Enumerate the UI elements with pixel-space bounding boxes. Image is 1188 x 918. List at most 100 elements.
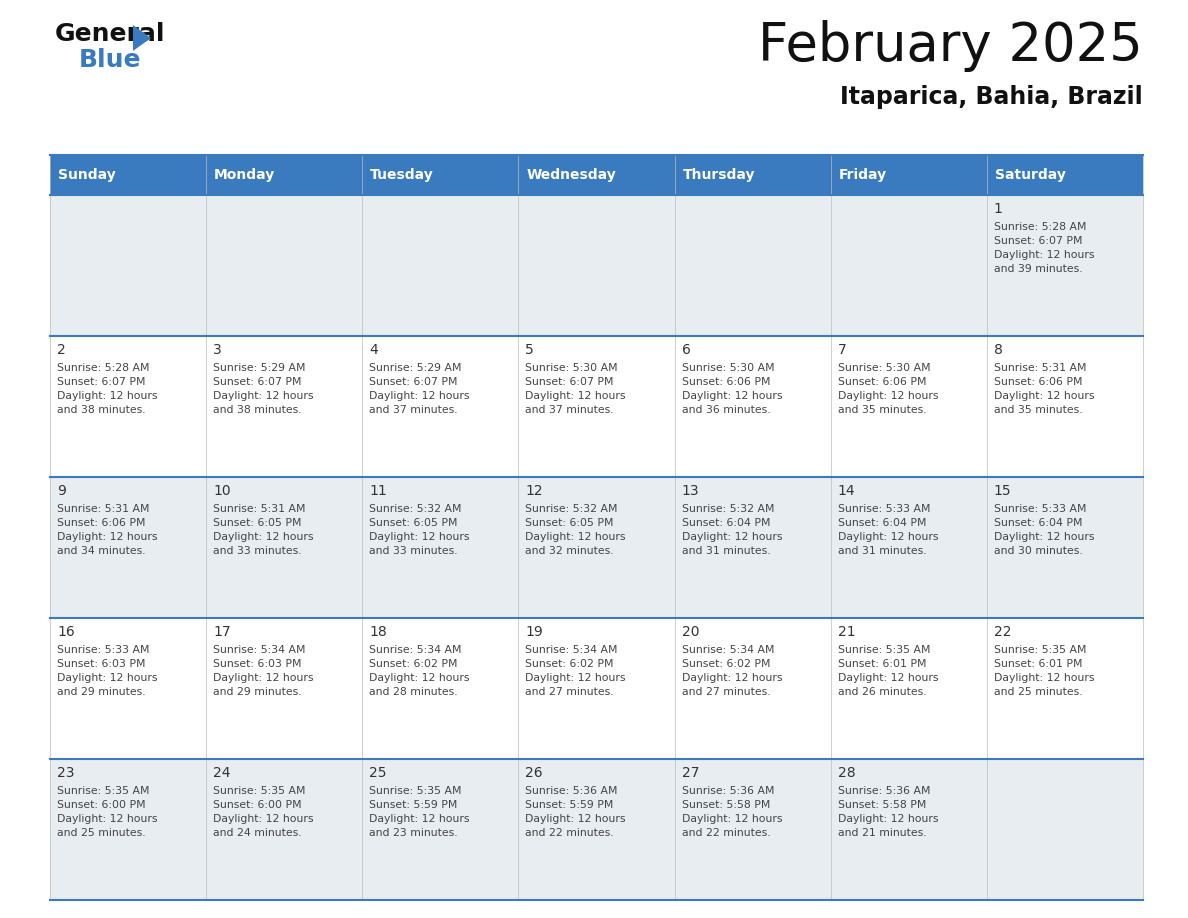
Text: 2: 2: [57, 343, 65, 357]
Bar: [830, 618, 987, 759]
Text: February 2025: February 2025: [758, 20, 1143, 72]
Bar: [830, 195, 987, 336]
Bar: [675, 155, 830, 195]
Bar: [987, 618, 1143, 759]
Text: 13: 13: [682, 484, 700, 498]
Text: Sunrise: 5:36 AM
Sunset: 5:58 PM
Daylight: 12 hours
and 22 minutes.: Sunrise: 5:36 AM Sunset: 5:58 PM Dayligh…: [682, 786, 782, 838]
Text: 3: 3: [213, 343, 222, 357]
Text: 15: 15: [994, 484, 1011, 498]
Bar: [830, 336, 987, 477]
Text: Tuesday: Tuesday: [371, 168, 434, 182]
Text: 17: 17: [213, 625, 230, 639]
Text: 5: 5: [525, 343, 535, 357]
Bar: [675, 195, 830, 336]
Text: Sunrise: 5:30 AM
Sunset: 6:06 PM
Daylight: 12 hours
and 36 minutes.: Sunrise: 5:30 AM Sunset: 6:06 PM Dayligh…: [682, 363, 782, 415]
Text: Sunrise: 5:29 AM
Sunset: 6:07 PM
Daylight: 12 hours
and 37 minutes.: Sunrise: 5:29 AM Sunset: 6:07 PM Dayligh…: [369, 363, 469, 415]
Bar: [518, 618, 675, 759]
Text: Thursday: Thursday: [683, 168, 756, 182]
Text: 23: 23: [57, 766, 75, 780]
Bar: [518, 477, 675, 618]
Text: Sunrise: 5:31 AM
Sunset: 6:06 PM
Daylight: 12 hours
and 35 minutes.: Sunrise: 5:31 AM Sunset: 6:06 PM Dayligh…: [994, 363, 1094, 415]
Text: Sunrise: 5:35 AM
Sunset: 6:00 PM
Daylight: 12 hours
and 25 minutes.: Sunrise: 5:35 AM Sunset: 6:00 PM Dayligh…: [57, 786, 158, 838]
Text: Sunrise: 5:36 AM
Sunset: 5:59 PM
Daylight: 12 hours
and 22 minutes.: Sunrise: 5:36 AM Sunset: 5:59 PM Dayligh…: [525, 786, 626, 838]
Bar: [207, 336, 362, 477]
Bar: [675, 618, 830, 759]
Text: 22: 22: [994, 625, 1011, 639]
Text: Sunrise: 5:35 AM
Sunset: 5:59 PM
Daylight: 12 hours
and 23 minutes.: Sunrise: 5:35 AM Sunset: 5:59 PM Dayligh…: [369, 786, 469, 838]
Bar: [987, 336, 1143, 477]
Text: 16: 16: [57, 625, 75, 639]
Bar: [830, 155, 987, 195]
Text: Wednesday: Wednesday: [526, 168, 617, 182]
Text: 10: 10: [213, 484, 230, 498]
Bar: [50, 155, 207, 195]
Bar: [362, 195, 518, 336]
Bar: [830, 759, 987, 900]
Bar: [362, 155, 518, 195]
Text: 24: 24: [213, 766, 230, 780]
Text: 21: 21: [838, 625, 855, 639]
Text: 28: 28: [838, 766, 855, 780]
Bar: [675, 477, 830, 618]
Text: Itaparica, Bahia, Brazil: Itaparica, Bahia, Brazil: [840, 85, 1143, 109]
Text: Sunrise: 5:33 AM
Sunset: 6:04 PM
Daylight: 12 hours
and 31 minutes.: Sunrise: 5:33 AM Sunset: 6:04 PM Dayligh…: [838, 504, 939, 556]
Text: Sunrise: 5:36 AM
Sunset: 5:58 PM
Daylight: 12 hours
and 21 minutes.: Sunrise: 5:36 AM Sunset: 5:58 PM Dayligh…: [838, 786, 939, 838]
Bar: [987, 759, 1143, 900]
Text: 12: 12: [525, 484, 543, 498]
Text: 26: 26: [525, 766, 543, 780]
Bar: [207, 618, 362, 759]
Text: 27: 27: [682, 766, 699, 780]
Text: 8: 8: [994, 343, 1003, 357]
Bar: [518, 155, 675, 195]
Bar: [50, 336, 207, 477]
Text: Sunrise: 5:31 AM
Sunset: 6:05 PM
Daylight: 12 hours
and 33 minutes.: Sunrise: 5:31 AM Sunset: 6:05 PM Dayligh…: [213, 504, 314, 556]
Text: 19: 19: [525, 625, 543, 639]
Text: Sunrise: 5:33 AM
Sunset: 6:03 PM
Daylight: 12 hours
and 29 minutes.: Sunrise: 5:33 AM Sunset: 6:03 PM Dayligh…: [57, 645, 158, 697]
Text: Sunrise: 5:30 AM
Sunset: 6:06 PM
Daylight: 12 hours
and 35 minutes.: Sunrise: 5:30 AM Sunset: 6:06 PM Dayligh…: [838, 363, 939, 415]
Bar: [518, 759, 675, 900]
Bar: [987, 477, 1143, 618]
Text: Sunrise: 5:32 AM
Sunset: 6:04 PM
Daylight: 12 hours
and 31 minutes.: Sunrise: 5:32 AM Sunset: 6:04 PM Dayligh…: [682, 504, 782, 556]
Text: Sunrise: 5:34 AM
Sunset: 6:03 PM
Daylight: 12 hours
and 29 minutes.: Sunrise: 5:34 AM Sunset: 6:03 PM Dayligh…: [213, 645, 314, 697]
Bar: [50, 618, 207, 759]
Text: Sunrise: 5:30 AM
Sunset: 6:07 PM
Daylight: 12 hours
and 37 minutes.: Sunrise: 5:30 AM Sunset: 6:07 PM Dayligh…: [525, 363, 626, 415]
Polygon shape: [133, 25, 151, 51]
Text: Friday: Friday: [839, 168, 886, 182]
Bar: [987, 195, 1143, 336]
Bar: [207, 477, 362, 618]
Text: 1: 1: [994, 202, 1003, 216]
Text: 18: 18: [369, 625, 387, 639]
Text: 20: 20: [682, 625, 699, 639]
Bar: [362, 336, 518, 477]
Text: Sunrise: 5:35 AM
Sunset: 6:01 PM
Daylight: 12 hours
and 25 minutes.: Sunrise: 5:35 AM Sunset: 6:01 PM Dayligh…: [994, 645, 1094, 697]
Bar: [518, 336, 675, 477]
Bar: [50, 759, 207, 900]
Text: Sunrise: 5:35 AM
Sunset: 6:00 PM
Daylight: 12 hours
and 24 minutes.: Sunrise: 5:35 AM Sunset: 6:00 PM Dayligh…: [213, 786, 314, 838]
Text: 7: 7: [838, 343, 847, 357]
Text: Sunrise: 5:29 AM
Sunset: 6:07 PM
Daylight: 12 hours
and 38 minutes.: Sunrise: 5:29 AM Sunset: 6:07 PM Dayligh…: [213, 363, 314, 415]
Bar: [362, 477, 518, 618]
Text: Sunday: Sunday: [58, 168, 115, 182]
Text: General: General: [55, 22, 165, 46]
Bar: [50, 477, 207, 618]
Text: Sunrise: 5:34 AM
Sunset: 6:02 PM
Daylight: 12 hours
and 27 minutes.: Sunrise: 5:34 AM Sunset: 6:02 PM Dayligh…: [682, 645, 782, 697]
Text: Sunrise: 5:33 AM
Sunset: 6:04 PM
Daylight: 12 hours
and 30 minutes.: Sunrise: 5:33 AM Sunset: 6:04 PM Dayligh…: [994, 504, 1094, 556]
Bar: [830, 477, 987, 618]
Bar: [518, 195, 675, 336]
Text: Sunrise: 5:32 AM
Sunset: 6:05 PM
Daylight: 12 hours
and 33 minutes.: Sunrise: 5:32 AM Sunset: 6:05 PM Dayligh…: [369, 504, 469, 556]
Bar: [675, 336, 830, 477]
Text: 11: 11: [369, 484, 387, 498]
Bar: [362, 618, 518, 759]
Bar: [987, 155, 1143, 195]
Text: 9: 9: [57, 484, 65, 498]
Text: 4: 4: [369, 343, 378, 357]
Bar: [50, 195, 207, 336]
Text: 14: 14: [838, 484, 855, 498]
Text: Sunrise: 5:35 AM
Sunset: 6:01 PM
Daylight: 12 hours
and 26 minutes.: Sunrise: 5:35 AM Sunset: 6:01 PM Dayligh…: [838, 645, 939, 697]
Bar: [362, 759, 518, 900]
Text: Sunrise: 5:31 AM
Sunset: 6:06 PM
Daylight: 12 hours
and 34 minutes.: Sunrise: 5:31 AM Sunset: 6:06 PM Dayligh…: [57, 504, 158, 556]
Text: Monday: Monday: [214, 168, 276, 182]
Text: Sunrise: 5:32 AM
Sunset: 6:05 PM
Daylight: 12 hours
and 32 minutes.: Sunrise: 5:32 AM Sunset: 6:05 PM Dayligh…: [525, 504, 626, 556]
Text: 25: 25: [369, 766, 387, 780]
Text: 6: 6: [682, 343, 690, 357]
